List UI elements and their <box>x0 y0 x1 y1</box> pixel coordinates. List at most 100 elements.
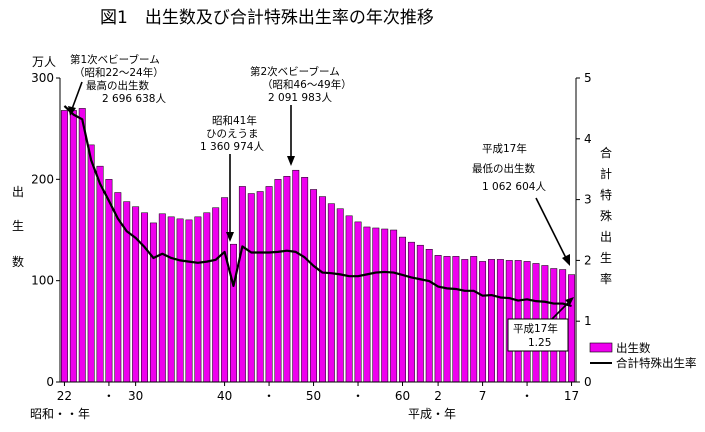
bar <box>416 244 424 383</box>
tick-label: ・ <box>263 389 275 403</box>
tick-label: 300 <box>31 71 54 85</box>
annotation-arrow <box>551 301 570 320</box>
annotation-line: 最高の出生数 <box>86 79 149 92</box>
tick-label: 2 <box>584 253 592 267</box>
bar <box>149 222 157 383</box>
annotation-line: （昭和22～24年） <box>74 66 164 79</box>
annotation-hinoe: 昭和41年 ひのえうま 1 360 974人 <box>200 114 264 242</box>
bar <box>256 191 264 383</box>
right-axis-title-char: 殊 <box>600 208 612 223</box>
legend-swatch-births <box>589 342 613 353</box>
tick-label: 0 <box>46 375 54 389</box>
tick-label: 5 <box>584 71 592 85</box>
tick-label: 100 <box>31 274 54 288</box>
bar <box>230 243 237 383</box>
bar <box>399 236 406 383</box>
annotation-line: 2 091 983人 <box>268 92 332 104</box>
tick-label: 2 <box>434 389 442 403</box>
right-axis-title-char: 率 <box>600 271 612 286</box>
annotation-arrowhead <box>68 106 76 116</box>
bar <box>301 177 309 383</box>
annotation-line: 2 696 638人 <box>102 93 166 105</box>
right-axis-title-char: 合 <box>600 145 612 160</box>
tick-label: 40 <box>217 389 232 403</box>
bar <box>194 216 202 383</box>
x-axis-era-heisei: 平成・年 <box>408 407 456 421</box>
right-axis-title-char: 計 <box>600 166 612 181</box>
bar <box>443 256 451 383</box>
bar <box>212 207 220 383</box>
bar <box>265 186 273 383</box>
chart-title: 図1 出生数及び合計特殊出生率の年次推移 <box>100 8 434 28</box>
bar <box>221 197 229 383</box>
bar <box>319 196 326 383</box>
bar <box>176 218 184 383</box>
annotation-arrow <box>71 81 83 110</box>
annotation-line: 1 062 604人 <box>482 181 546 193</box>
annotation-line: （昭和46～49年） <box>262 78 352 91</box>
bar <box>78 108 86 383</box>
bar <box>167 216 175 383</box>
bar <box>96 165 104 383</box>
tick-label: ・ <box>103 389 115 403</box>
tick-label: 60 <box>395 389 410 403</box>
bar <box>496 259 504 383</box>
bar <box>274 179 282 383</box>
bar <box>310 189 318 383</box>
annotation-arrowhead <box>287 156 295 166</box>
left-axis-ticks: 0 100 200 300 <box>31 71 60 389</box>
annotation-line: 平成17年 <box>513 322 558 335</box>
annotation-lowest: 平成17年 最低の出生数 1 062 604人 <box>472 142 570 266</box>
bar <box>381 228 389 383</box>
bar <box>461 259 469 383</box>
annotation-line: 昭和41年 <box>212 114 257 127</box>
bar <box>470 256 478 383</box>
tick-label: ・ <box>521 389 533 403</box>
bar <box>363 226 371 383</box>
bar <box>354 221 362 383</box>
annotation-line: 平成17年 <box>482 142 527 155</box>
annotation-line: 最低の出生数 <box>472 162 535 175</box>
annotation-line: 1.25 <box>528 337 551 349</box>
bar <box>434 255 442 383</box>
tick-label: 1 <box>584 314 592 328</box>
bar <box>479 261 487 383</box>
right-axis-title-char: 特 <box>600 187 612 202</box>
bar <box>69 110 77 383</box>
bar <box>238 186 246 383</box>
line-series-fertility-rate <box>63 105 572 308</box>
left-axis-title-char: 出 <box>12 185 24 199</box>
annotation-line: 第2次ベビーブーム <box>250 65 340 78</box>
bar <box>488 259 495 383</box>
left-axis-title-char: 生 <box>12 219 24 233</box>
annotation-box <box>507 318 569 352</box>
left-axis-title-char: 数 <box>12 254 24 269</box>
bar <box>283 176 291 383</box>
bar <box>185 219 193 383</box>
annotation-line: 第1次ベビーブーム <box>70 53 160 66</box>
axis-frame <box>59 78 577 383</box>
bar <box>568 274 576 383</box>
tick-label: 200 <box>31 172 54 186</box>
bar <box>292 169 300 383</box>
annotation-arrowhead <box>565 297 574 305</box>
tick-label: 17 <box>564 389 579 403</box>
bar <box>132 206 140 383</box>
bar <box>452 256 460 383</box>
bar <box>372 227 380 383</box>
tick-label: 50 <box>306 389 321 403</box>
tick-label: 30 <box>128 389 143 403</box>
bar <box>203 212 211 383</box>
bar <box>327 203 335 383</box>
bar <box>345 215 353 383</box>
bar <box>407 241 415 383</box>
tick-label: 22 <box>57 389 72 403</box>
annotation-boom1: 第1次ベビーブーム （昭和22～24年） 最高の出生数 2 696 638人 <box>68 53 166 116</box>
legend-label-births: 出生数 <box>616 341 651 355</box>
bar <box>247 193 255 383</box>
annotation-boom2: 第2次ベビーブーム （昭和46～49年） 2 091 983人 <box>250 65 352 166</box>
left-axis-title: 出 生 数 <box>12 185 24 269</box>
bar <box>61 110 68 383</box>
legend-label-rate: 合計特殊出生率 <box>616 356 697 370</box>
